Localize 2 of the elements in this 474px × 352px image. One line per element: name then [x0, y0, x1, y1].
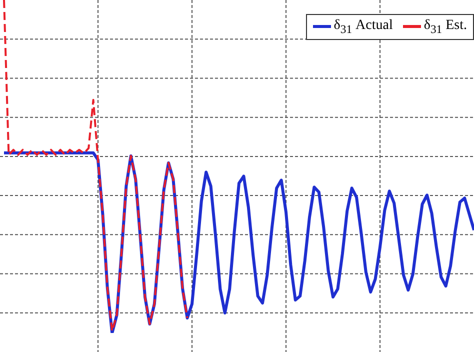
legend-label: δ$_{31}$ Actual — [334, 18, 393, 36]
legend-label: δ$_{31}$ Est. — [424, 18, 467, 36]
